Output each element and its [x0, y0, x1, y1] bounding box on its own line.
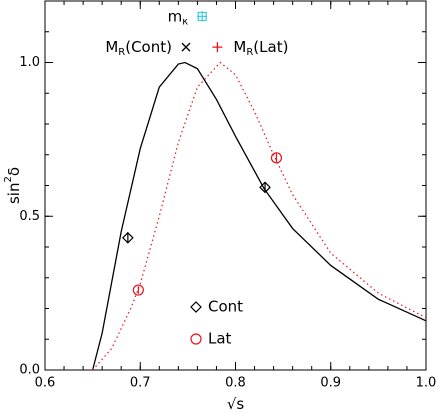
y-axis-label-text: sin	[5, 183, 23, 205]
y-tick-label: 0.5	[19, 209, 40, 224]
marker	[181, 42, 191, 52]
point	[259, 181, 271, 194]
x-tick-label: 1.0	[416, 376, 436, 391]
marker-label-sub: κ	[182, 16, 188, 27]
y-tick-label: 0.0	[19, 363, 40, 378]
y-axis-label-sup: 2	[3, 176, 14, 182]
marker-label-sub: R	[118, 47, 125, 58]
legend-symbol	[190, 301, 202, 313]
y-tick-label: 1.0	[19, 55, 40, 70]
marker-label: mκ	[168, 7, 189, 28]
marker-label-rest: (Cont)	[125, 38, 172, 56]
point	[270, 152, 283, 164]
y-axis-label-text: δ	[5, 167, 23, 176]
x-axis-label-text: √s	[227, 395, 245, 413]
x-tick-label: 0.8	[225, 376, 246, 391]
marker-label-base: M	[105, 38, 118, 56]
legend-symbol	[190, 333, 202, 345]
legend-label: Cont	[208, 298, 243, 316]
y-axis-label: sin2δ	[3, 167, 23, 204]
point	[122, 231, 134, 244]
x-tick-label: 0.6	[35, 376, 56, 391]
x-axis-label: √s	[227, 395, 245, 413]
marker-label-base: m	[168, 7, 183, 25]
curve	[92, 61, 427, 371]
marker-label-base: M	[233, 38, 246, 56]
point	[132, 284, 144, 296]
legend-label: Lat	[208, 330, 232, 348]
marker-label: MR(Cont)	[105, 38, 172, 59]
curve	[92, 61, 427, 371]
marker-label: MR(Lat)	[233, 38, 288, 59]
marker	[197, 11, 208, 22]
marker-label-rest: (Lat)	[253, 38, 288, 56]
marker	[212, 42, 223, 53]
x-tick-label: 0.7	[130, 376, 151, 391]
marker-label-sub: R	[246, 47, 253, 58]
x-tick-label: 0.9	[320, 376, 341, 391]
